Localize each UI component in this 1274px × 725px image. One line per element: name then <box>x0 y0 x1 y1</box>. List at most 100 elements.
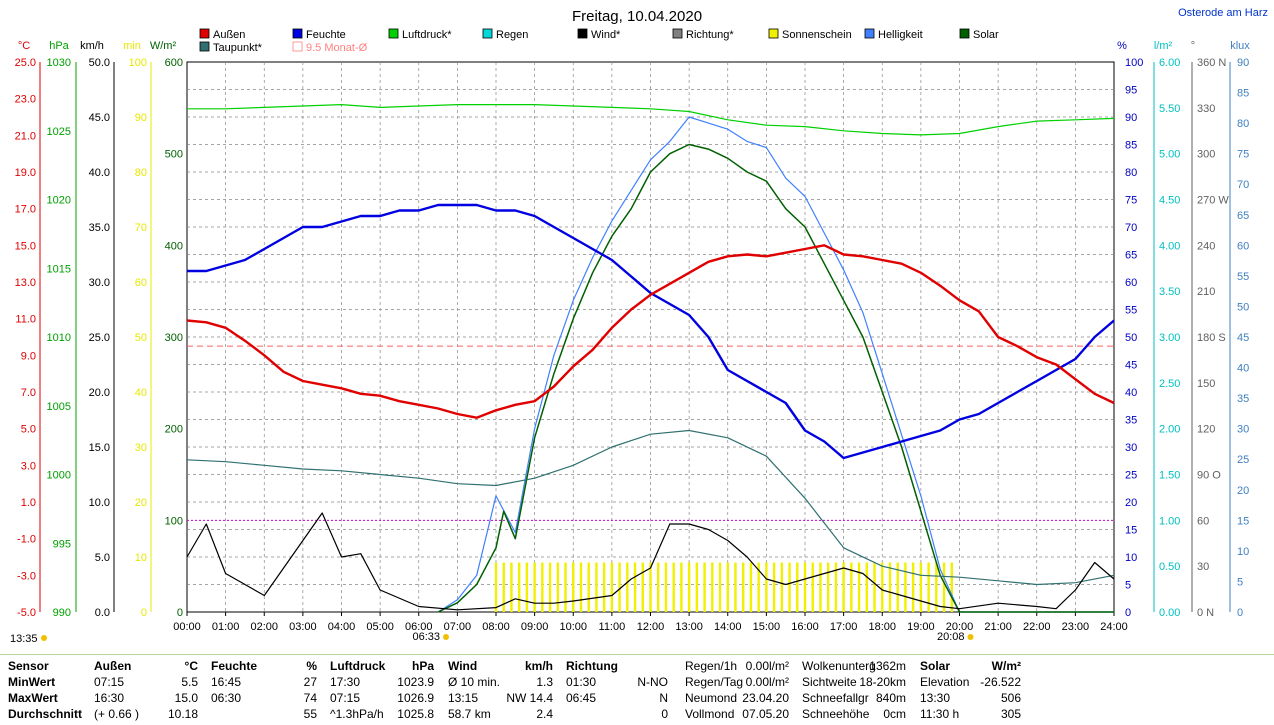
rain-axis-tick: 1.00 <box>1159 515 1180 527</box>
lux-axis-tick: 15 <box>1237 515 1249 527</box>
sunshine-bar <box>718 562 722 612</box>
lux-axis-unit: klux <box>1230 40 1250 52</box>
stats-header: Außen <box>94 659 132 673</box>
sunmin-axis-tick: 70 <box>135 222 147 234</box>
lux-axis-tick: 45 <box>1237 332 1249 344</box>
sunshine-bar <box>525 562 529 612</box>
stats-cell: Schneefallgr <box>802 691 869 705</box>
sunmin-axis-tick: 90 <box>135 112 147 124</box>
stats-row-label: MinWert <box>8 675 56 689</box>
sunmin-axis-tick: 60 <box>135 277 147 289</box>
rain-axis-tick: 2.00 <box>1159 424 1180 436</box>
rain-axis-tick: 5.50 <box>1159 103 1180 115</box>
stats-cell: 74 <box>303 691 317 705</box>
stats-header: Regen/1h <box>685 659 738 673</box>
humidity-axis-tick: 0 <box>1125 607 1131 619</box>
time-axis-tick: 07:00 <box>444 621 472 633</box>
stats-cell: (+ 0.66 ) <box>94 707 140 721</box>
sunshine-bar <box>796 562 799 612</box>
legend-label: Feuchte <box>306 29 346 41</box>
sunshine-bar <box>595 562 598 612</box>
sunshine-bar <box>494 562 498 612</box>
stats-cell: 5.5 <box>181 675 198 689</box>
sunshine-bar <box>664 562 668 612</box>
stats-cell: 23.04.20 <box>742 691 789 705</box>
lux-axis-tick: 0 <box>1237 607 1243 619</box>
stats-header: Richtung <box>566 659 618 673</box>
temp-axis-tick: 5.0 <box>21 424 36 436</box>
stats-cell: 1023.9 <box>397 675 434 689</box>
sunshine-bar <box>610 562 614 612</box>
temp-axis-tick: 17.0 <box>15 204 36 216</box>
weather-chart: Freitag, 10.04.2020 Osterode am Harz Außen… <box>10 7 1268 645</box>
sunshine-bar <box>564 562 567 612</box>
stats-row-label: Durchschnitt <box>8 707 83 721</box>
time-axis-tick: 21:00 <box>984 621 1012 633</box>
sunmin-axis-tick: 10 <box>135 552 147 564</box>
time-axis-tick: 12:00 <box>637 621 665 633</box>
stats-cell: 07.05.20 <box>742 707 789 721</box>
sunmin-axis-tick: 20 <box>135 497 147 509</box>
sunmin-axis-tick: 100 <box>129 57 147 69</box>
sunshine-bar <box>873 562 876 612</box>
sunshine-bar <box>517 562 521 612</box>
solar-axis-tick: 300 <box>165 332 183 344</box>
stats-cell: 305 <box>1000 707 1021 721</box>
stats-cell: 58.7 km <box>448 707 491 721</box>
legend-swatch <box>959 28 970 39</box>
stats-cell: 16:45 <box>211 675 242 689</box>
pressure-axis-tick: 1030 <box>47 57 71 69</box>
stats-cell: 10.18 <box>167 707 198 721</box>
rain-axis-tick: 2.50 <box>1159 378 1180 390</box>
sunshine-bar <box>587 562 590 612</box>
lux-axis-tick: 20 <box>1237 485 1249 497</box>
stats-cell: Regen/Tag <box>685 675 744 689</box>
series-line-helligkeit <box>437 116 1114 613</box>
sunshine-bar <box>626 562 629 612</box>
sunshine-bar <box>935 562 938 612</box>
stats-cell: 11:30 h <box>920 707 960 721</box>
direction-axis-tick: 180 S <box>1197 332 1226 344</box>
humidity-axis-tick: 55 <box>1125 305 1137 317</box>
stats-cell: 1026.9 <box>397 691 434 705</box>
stats-cell: 13:30 <box>920 691 951 705</box>
stats-cell: ^1.3hPa/h <box>330 707 384 721</box>
direction-axis-tick: 330 <box>1197 103 1215 115</box>
temp-axis-tick: -1.0 <box>17 534 36 546</box>
wind-axis-tick: 15.0 <box>89 442 110 454</box>
wind-axis-unit: km/h <box>80 40 104 52</box>
stats-header: Feuchte <box>211 659 258 673</box>
wind-axis-tick: 40.0 <box>89 167 110 179</box>
time-axis-tick: 05:00 <box>366 621 394 633</box>
temp-axis-tick: 11.0 <box>15 314 36 326</box>
stats-cell: Elevation <box>920 675 970 689</box>
time-axis-tick: 19:00 <box>907 621 935 633</box>
lux-axis-tick: 50 <box>1237 301 1249 313</box>
temp-axis-tick: 7.0 <box>21 387 36 399</box>
lux-axis-tick: 35 <box>1237 393 1249 405</box>
stats-cell: Neumond <box>685 691 738 705</box>
legend-swatch <box>864 28 875 39</box>
sunshine-bar <box>865 562 868 612</box>
sunset-icon <box>967 634 974 640</box>
sunshine-bar <box>541 562 544 612</box>
stats-header: Sensor <box>8 659 49 673</box>
sunshine-bar <box>579 562 583 612</box>
stats-cell: 16:30 <box>94 691 125 705</box>
direction-axis-tick: 240 <box>1197 240 1215 252</box>
sunshine-bar <box>602 562 606 612</box>
legend-swatch <box>199 41 210 52</box>
rain-axis-tick: 4.00 <box>1159 240 1180 252</box>
time-axis-tick: 01:00 <box>212 621 240 633</box>
lux-axis-tick: 25 <box>1237 454 1249 466</box>
stats-cell: Sichtweite <box>802 675 857 689</box>
time-axis-tick: 20:00 <box>946 621 974 633</box>
solar-axis-tick: 600 <box>165 57 183 69</box>
sunrise-icon <box>442 634 449 640</box>
sunshine-bar <box>502 562 505 612</box>
humidity-axis-tick: 60 <box>1125 277 1137 289</box>
sunshine-bar <box>942 562 946 612</box>
time-axis-tick: 06:00 <box>405 621 433 633</box>
humidity-axis-unit: % <box>1117 40 1127 52</box>
wind-axis-tick: 35.0 <box>89 222 110 234</box>
